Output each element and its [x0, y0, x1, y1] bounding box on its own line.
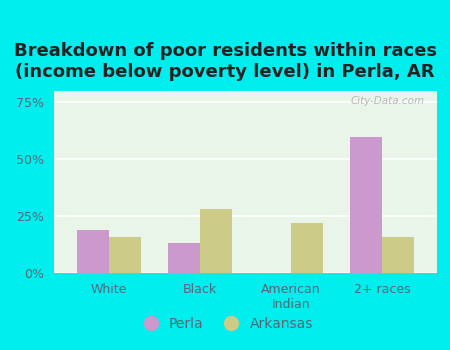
Bar: [168, 244, 200, 273]
Legend: Perla, Arkansas: Perla, Arkansas: [131, 311, 319, 336]
Bar: [77, 230, 108, 273]
Bar: [291, 223, 323, 273]
Bar: [200, 209, 232, 273]
Text: City-Data.com: City-Data.com: [351, 97, 425, 106]
Bar: [350, 136, 382, 273]
Bar: [382, 237, 414, 273]
Bar: [108, 237, 140, 273]
Text: Breakdown of poor residents within races
(income below poverty level) in Perla, : Breakdown of poor residents within races…: [14, 42, 436, 81]
